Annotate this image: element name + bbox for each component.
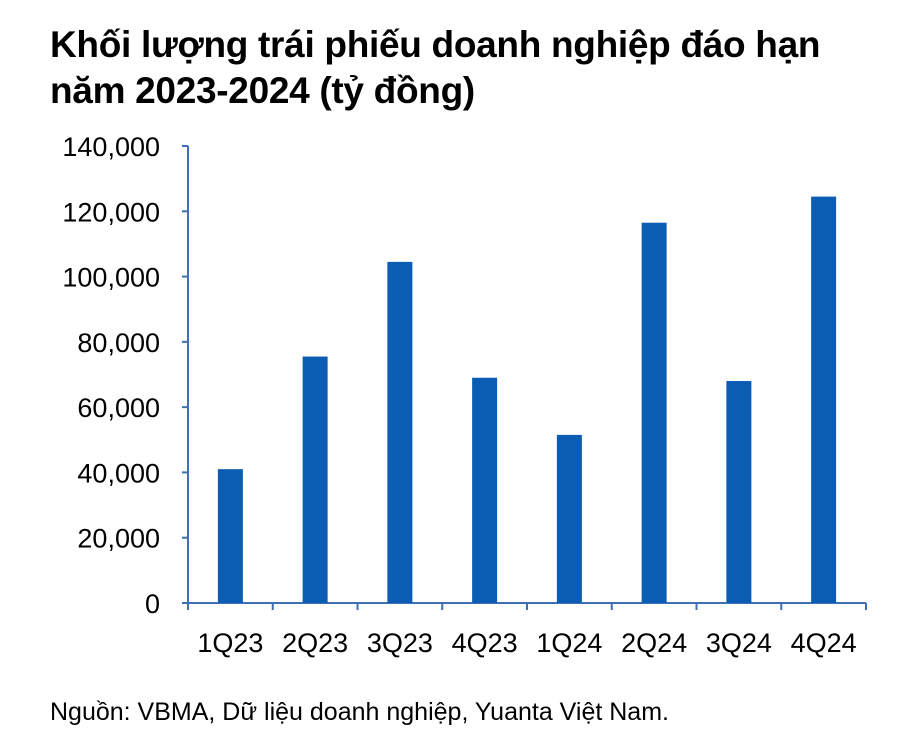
x-tick-label: 1Q23 bbox=[197, 628, 263, 658]
bar bbox=[556, 434, 582, 603]
x-tick-label: 3Q24 bbox=[706, 628, 772, 658]
y-tick-label: 140,000 bbox=[62, 132, 160, 162]
y-tick-label: 120,000 bbox=[62, 197, 160, 227]
source-note: Nguồn: VBMA, Dữ liệu doanh nghiệp, Yuant… bbox=[50, 698, 669, 726]
bars bbox=[217, 196, 837, 604]
x-tick-label: 2Q23 bbox=[282, 628, 348, 658]
bar bbox=[811, 196, 837, 603]
x-axis: 1Q23 2Q23 3Q23 4Q23 1Q24 2Q24 3Q24 4Q24 bbox=[187, 602, 867, 658]
y-tick-label: 100,000 bbox=[62, 263, 160, 293]
x-tick-label: 3Q23 bbox=[367, 628, 433, 658]
y-axis: 0 20,000 40,000 60,000 80,000 100,000 120,000 1… bbox=[62, 132, 189, 619]
y-tick-label: 40,000 bbox=[77, 458, 160, 488]
y-tick-label: 0 bbox=[145, 589, 160, 619]
x-tick-label: 2Q24 bbox=[621, 628, 687, 658]
bar bbox=[726, 381, 752, 603]
x-tick-label: 1Q24 bbox=[536, 628, 602, 658]
y-tick-label: 80,000 bbox=[77, 328, 160, 358]
chart-title: Khối lượng trái phiếu doanh nghiệp đáo h… bbox=[50, 24, 821, 111]
bar bbox=[217, 469, 243, 603]
bar bbox=[302, 356, 328, 603]
y-tick-label: 20,000 bbox=[77, 524, 160, 554]
x-tick-label: 4Q24 bbox=[791, 628, 857, 658]
bar bbox=[472, 377, 498, 603]
x-tick-label: 4Q23 bbox=[452, 628, 518, 658]
y-tick-label: 60,000 bbox=[77, 393, 160, 423]
bar bbox=[387, 261, 413, 603]
bar bbox=[641, 222, 667, 604]
